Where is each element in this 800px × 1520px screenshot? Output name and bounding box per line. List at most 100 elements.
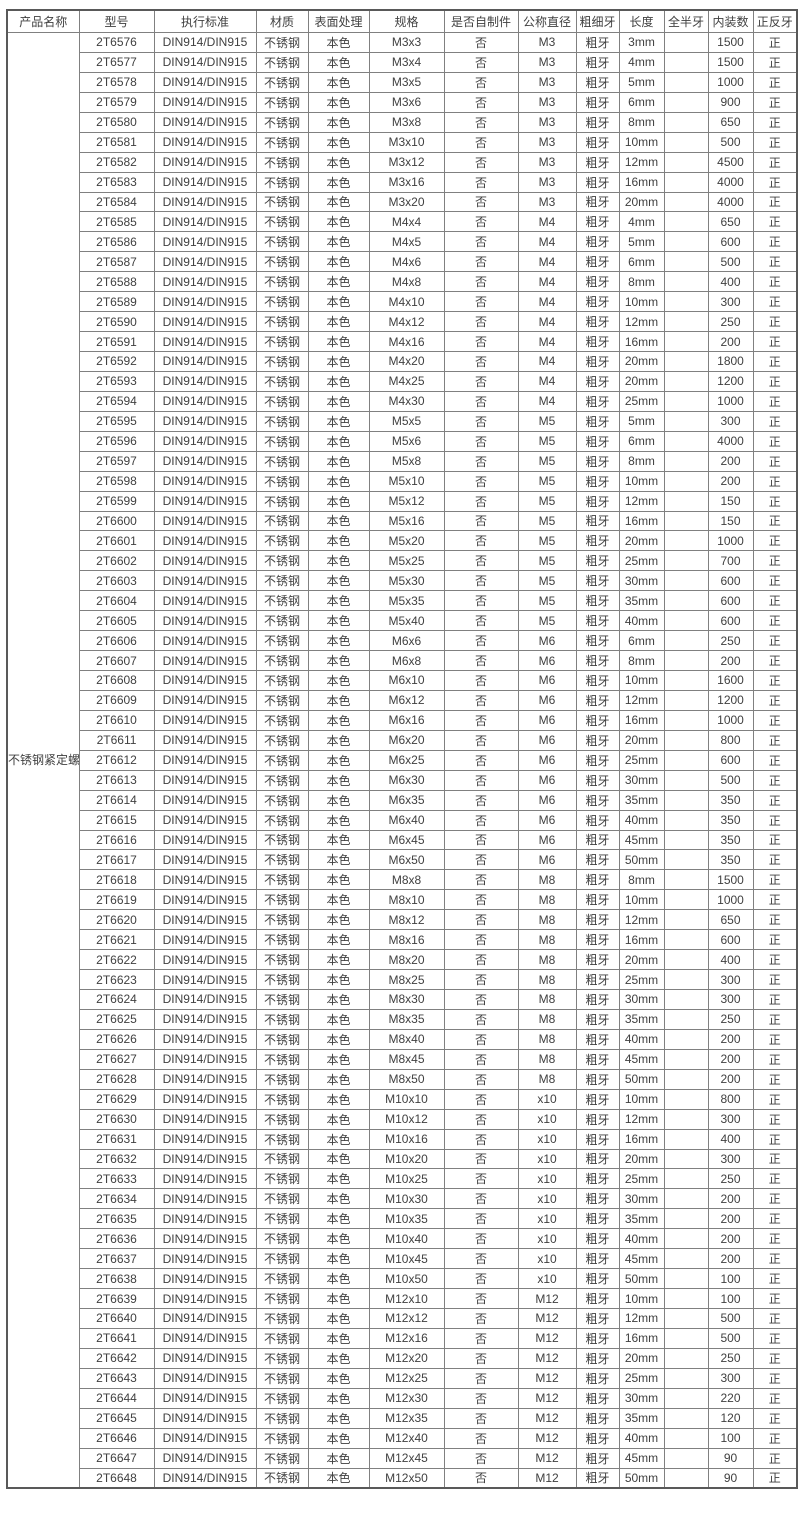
thread-direction-cell: 正 [752, 191, 798, 213]
self-made-cell: 否 [443, 1308, 519, 1329]
qty-cell: 200 [707, 331, 754, 352]
spec-cell: M4x30 [368, 390, 445, 412]
full-half-thread-cell [663, 51, 709, 73]
surface-cell: 本色 [307, 550, 370, 572]
spec-cell: M4x6 [368, 251, 445, 273]
standard-cell: DIN914/DIN915 [153, 211, 257, 233]
spec-cell: M6x20 [368, 729, 445, 751]
self-made-cell: 否 [443, 510, 519, 532]
qty-cell: 300 [707, 969, 754, 990]
table-row: 2T6599 DIN914/DIN915 不锈钢 本色 M5x12 否 M5 粗牙 12mm 15… [7, 490, 798, 512]
standard-cell: DIN914/DIN915 [153, 1288, 257, 1309]
material-cell: 不锈钢 [255, 1088, 309, 1110]
table-row: 2T6590 DIN914/DIN915 不锈钢 本色 M4x12 否 M4 粗牙 12mm 25… [7, 311, 798, 333]
length-cell: 25mm [618, 969, 665, 990]
column-header-length: 长度 [618, 9, 665, 33]
diameter-cell: M12 [517, 1427, 577, 1449]
material-cell: 不锈钢 [255, 709, 309, 731]
thread-direction-cell: 正 [752, 749, 798, 771]
thread-direction-cell: 正 [752, 490, 798, 512]
diameter-cell: M6 [517, 709, 577, 731]
surface-cell: 本色 [307, 530, 370, 552]
standard-cell: DIN914/DIN915 [153, 729, 257, 751]
length-cell: 30mm [618, 1188, 665, 1210]
qty-cell: 300 [707, 989, 754, 1010]
surface-cell: 本色 [307, 470, 370, 492]
table-row: 2T6581 DIN914/DIN915 不锈钢 本色 M3x10 否 M3 粗牙 10mm 50… [7, 131, 798, 153]
thread-direction-cell: 正 [752, 809, 798, 831]
spec-cell: M6x45 [368, 829, 445, 851]
material-cell: 不锈钢 [255, 729, 309, 751]
model-cell: 2T6613 [78, 769, 155, 791]
column-header-spec: 规格 [368, 9, 445, 33]
standard-cell: DIN914/DIN915 [153, 889, 257, 911]
spec-cell: M3x20 [368, 191, 445, 213]
thread-pitch-cell: 粗牙 [575, 1228, 620, 1250]
spec-cell: M6x6 [368, 630, 445, 652]
spec-cell: M5x30 [368, 570, 445, 592]
thread-direction-cell: 正 [752, 291, 798, 313]
spec-cell: M3x12 [368, 151, 445, 173]
spec-cell: M4x10 [368, 291, 445, 313]
thread-direction-cell: 正 [752, 550, 798, 572]
full-half-thread-cell [663, 729, 709, 751]
self-made-cell: 否 [443, 949, 519, 971]
material-cell: 不锈钢 [255, 1128, 309, 1150]
full-half-thread-cell [663, 809, 709, 831]
table-row: 2T6605 DIN914/DIN915 不锈钢 本色 M5x40 否 M5 粗牙 40mm 60… [7, 610, 798, 632]
qty-cell: 200 [707, 650, 754, 671]
full-half-thread-cell [663, 949, 709, 971]
self-made-cell: 否 [443, 749, 519, 771]
self-made-cell: 否 [443, 670, 519, 691]
self-made-cell: 否 [443, 630, 519, 652]
length-cell: 35mm [618, 590, 665, 612]
full-half-thread-cell [663, 390, 709, 412]
material-cell: 不锈钢 [255, 390, 309, 412]
table-row: 2T6609 DIN914/DIN915 不锈钢 本色 M6x12 否 M6 粗牙 12mm 12… [7, 689, 798, 711]
model-cell: 2T6636 [78, 1228, 155, 1250]
thread-direction-cell: 正 [752, 1367, 798, 1389]
standard-cell: DIN914/DIN915 [153, 570, 257, 592]
column-header-product: 产品名称 [6, 9, 80, 33]
thread-direction-cell: 正 [752, 111, 798, 133]
thread-direction-cell: 正 [752, 889, 798, 911]
full-half-thread-cell [663, 1467, 709, 1489]
spec-cell: M10x10 [368, 1088, 445, 1110]
thread-pitch-cell: 粗牙 [575, 51, 620, 73]
qty-cell: 4000 [707, 171, 754, 193]
surface-cell: 本色 [307, 510, 370, 532]
standard-cell: DIN914/DIN915 [153, 1068, 257, 1090]
standard-cell: DIN914/DIN915 [153, 650, 257, 671]
diameter-cell: M5 [517, 490, 577, 512]
thread-pitch-cell: 粗牙 [575, 749, 620, 771]
self-made-cell: 否 [443, 689, 519, 711]
diameter-cell: M12 [517, 1288, 577, 1309]
full-half-thread-cell [663, 650, 709, 671]
material-cell: 不锈钢 [255, 889, 309, 911]
model-cell: 2T6589 [78, 291, 155, 313]
surface-cell: 本色 [307, 969, 370, 990]
standard-cell: DIN914/DIN915 [153, 630, 257, 652]
self-made-cell: 否 [443, 1208, 519, 1230]
model-cell: 2T6616 [78, 829, 155, 851]
thread-pitch-cell: 粗牙 [575, 650, 620, 671]
length-cell: 50mm [618, 1068, 665, 1090]
model-cell: 2T6637 [78, 1248, 155, 1270]
full-half-thread-cell [663, 610, 709, 632]
diameter-cell: M8 [517, 869, 577, 891]
model-cell: 2T6648 [78, 1467, 155, 1489]
column-header-thread_pitch: 粗细牙 [575, 9, 620, 33]
standard-cell: DIN914/DIN915 [153, 71, 257, 93]
thread-direction-cell: 正 [752, 610, 798, 632]
full-half-thread-cell [663, 769, 709, 791]
thread-pitch-cell: 粗牙 [575, 849, 620, 871]
header-row: 产品名称 型号 执行标准 材质 表面处理 规格 是否自制件 公称直径 粗细牙 长度 全半牙 内装数 正反… [6, 9, 798, 33]
table-row: 2T6621 DIN914/DIN915 不锈钢 本色 M8x16 否 M8 粗牙 16mm 60… [7, 929, 798, 951]
column-header-diameter: 公称直径 [517, 9, 577, 33]
self-made-cell: 否 [443, 590, 519, 612]
spec-cell: M12x12 [368, 1308, 445, 1329]
surface-cell: 本色 [307, 271, 370, 293]
diameter-cell: x10 [517, 1108, 577, 1130]
material-cell: 不锈钢 [255, 1427, 309, 1449]
thread-pitch-cell: 粗牙 [575, 1008, 620, 1030]
